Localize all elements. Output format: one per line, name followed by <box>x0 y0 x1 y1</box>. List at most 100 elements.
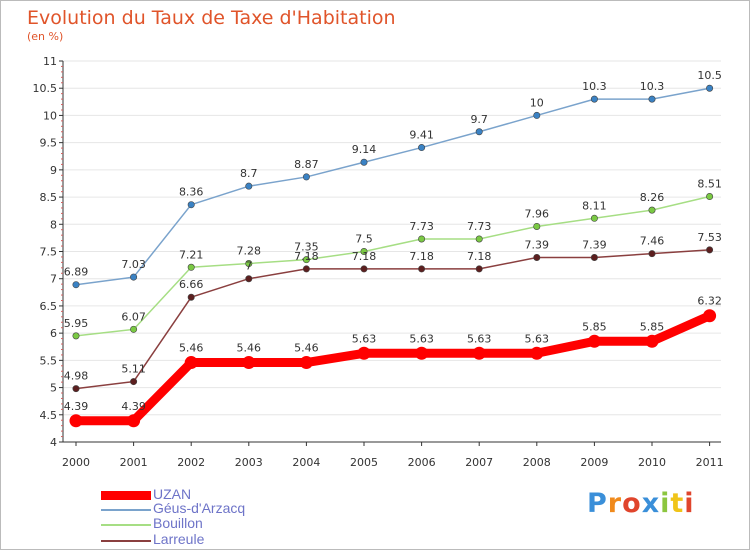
data-point <box>187 263 195 271</box>
chart-subtitle: (en %) <box>27 30 64 43</box>
data-point <box>418 265 426 273</box>
data-label: 8.87 <box>294 158 319 171</box>
data-label: 9.41 <box>409 129 434 142</box>
data-point <box>360 248 368 256</box>
data-label: 7.39 <box>525 238 550 251</box>
x-tick-label: 2003 <box>235 456 263 469</box>
legend-swatch <box>101 491 151 500</box>
legend-swatch <box>101 540 151 542</box>
x-tick-label: 2001 <box>120 456 148 469</box>
data-label: 7.73 <box>467 220 492 233</box>
data-point <box>245 259 253 267</box>
chart-title: Evolution du Taux de Taxe d'Habitation <box>27 7 396 29</box>
y-tick-label: 9 <box>50 164 57 177</box>
series-line-2 <box>75 195 711 337</box>
data-point <box>357 346 371 360</box>
legend-label: Bouillon <box>153 515 203 531</box>
logo-letter: o <box>622 488 642 519</box>
data-point <box>299 356 313 370</box>
y-tick-label: 10.5 <box>33 82 58 95</box>
data-label: 7.18 <box>467 250 492 263</box>
data-label: 6.89 <box>64 266 89 279</box>
data-label: 5.85 <box>640 320 665 333</box>
y-tick-label: 4.5 <box>40 409 58 422</box>
data-point <box>533 111 541 119</box>
legend-swatch <box>101 509 151 511</box>
data-point <box>472 346 486 360</box>
data-point <box>187 201 195 209</box>
series-line-0 <box>71 311 715 426</box>
data-label: 7 <box>245 260 252 273</box>
data-label: 7.96 <box>525 207 550 220</box>
data-point <box>590 214 598 222</box>
x-tick-label: 2000 <box>62 456 90 469</box>
data-label: 7.53 <box>697 231 722 244</box>
data-point <box>648 95 656 103</box>
data-label: 7.73 <box>409 220 434 233</box>
legend-label: UZAN <box>153 486 192 502</box>
data-point <box>648 250 656 258</box>
x-tick-label: 2009 <box>580 456 608 469</box>
x-tick-label: 2008 <box>523 456 551 469</box>
data-point <box>302 173 310 181</box>
data-point <box>187 293 195 301</box>
data-label: 5.46 <box>237 342 262 355</box>
data-label: 5.46 <box>179 342 204 355</box>
data-point <box>418 144 426 152</box>
y-tick-label: 9.5 <box>40 137 58 150</box>
data-point <box>706 193 714 201</box>
series-line-1 <box>75 87 711 286</box>
data-point <box>706 84 714 92</box>
data-point <box>360 265 368 273</box>
data-label: 7.46 <box>640 235 665 248</box>
data-point <box>418 235 426 243</box>
data-label: 7.5 <box>355 233 373 246</box>
data-point <box>703 309 717 323</box>
data-point <box>475 128 483 136</box>
x-tick-label: 2002 <box>177 456 205 469</box>
y-tick-label: 7.5 <box>40 246 58 259</box>
data-label: 6.07 <box>121 310 146 323</box>
data-point <box>130 378 138 386</box>
data-point <box>72 385 80 393</box>
data-label: 4.39 <box>121 400 146 413</box>
logo-letter: t <box>670 488 685 519</box>
y-tick-label: 6.5 <box>40 300 58 313</box>
series-line-3 <box>75 249 711 390</box>
y-tick-label: 6 <box>50 327 57 340</box>
data-point <box>533 253 541 261</box>
data-point <box>245 275 253 283</box>
data-label: 5.95 <box>64 317 89 330</box>
data-point <box>72 332 80 340</box>
data-point <box>360 158 368 166</box>
data-point <box>127 414 141 428</box>
data-label: 4.98 <box>64 370 89 383</box>
y-tick-label: 4 <box>50 436 57 449</box>
data-label: 8.51 <box>697 178 722 191</box>
data-point <box>245 182 253 190</box>
data-label: 7.28 <box>237 244 262 257</box>
logo-letter: r <box>607 488 623 519</box>
logo-letter: x <box>641 488 661 519</box>
data-label: 8.26 <box>640 191 665 204</box>
y-tick-label: 11 <box>43 55 57 68</box>
x-tick-label: 2010 <box>638 456 666 469</box>
data-point <box>530 346 544 360</box>
data-label: 10 <box>530 96 544 109</box>
legend-label: Géus-d'Arzacq <box>153 500 246 516</box>
data-point <box>184 356 198 370</box>
data-label: 5.11 <box>121 363 146 376</box>
data-label: 7.39 <box>582 238 607 251</box>
data-label: 9.7 <box>470 113 488 126</box>
data-point <box>69 414 83 428</box>
data-label: 9.14 <box>352 143 377 156</box>
data-point <box>590 253 598 261</box>
x-tick-label: 2005 <box>350 456 378 469</box>
data-label: 4.39 <box>64 400 89 413</box>
data-label: 5.63 <box>467 332 492 345</box>
data-point <box>302 256 310 264</box>
logo-letter: P <box>587 488 608 519</box>
data-label: 8.11 <box>582 199 607 212</box>
